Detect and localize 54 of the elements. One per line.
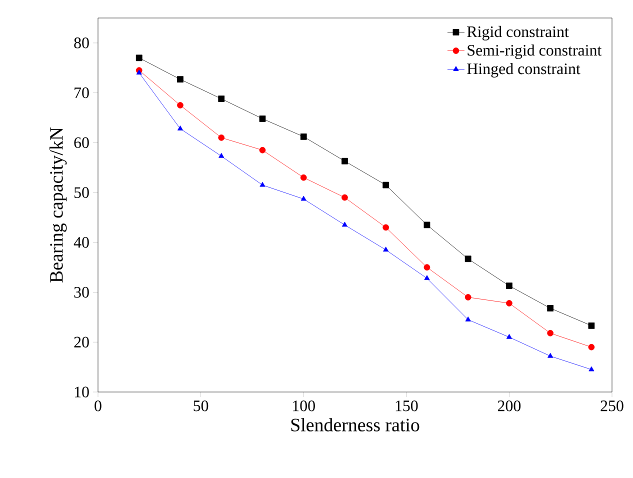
y-tick-label: 50: [74, 187, 89, 198]
point: [588, 366, 594, 372]
y-axis-title: Bearing capacity/kN: [50, 127, 67, 283]
point: [177, 102, 184, 108]
point: [464, 256, 472, 262]
point: [424, 264, 430, 271]
legend-label: Rigid constraint: [467, 26, 569, 40]
point: [424, 222, 430, 228]
point: [136, 70, 142, 75]
x-tick-label: 200: [498, 400, 521, 412]
legend-label: Semi-rigid constraint: [468, 44, 602, 59]
point: [506, 334, 512, 339]
x-tick-label: 50: [194, 400, 208, 412]
point: [177, 76, 184, 83]
point: [383, 246, 389, 252]
point: [218, 134, 225, 141]
point: [464, 294, 472, 300]
y-tick-label: 40: [74, 237, 89, 248]
x-tick-label: 150: [396, 400, 418, 412]
y-tick-label: 60: [74, 137, 89, 148]
y-tick-label: 10: [74, 386, 89, 398]
point: [382, 224, 390, 231]
point: [300, 196, 306, 201]
y-tick-label: 70: [74, 87, 89, 98]
point: [260, 182, 266, 187]
x-tick-label: 250: [600, 400, 624, 412]
point: [547, 330, 554, 336]
point: [342, 222, 348, 227]
point: [342, 158, 348, 164]
point: [424, 275, 430, 280]
x-tick-label: 0: [94, 400, 102, 412]
point: [382, 182, 390, 188]
point: [588, 322, 595, 329]
point: [465, 316, 471, 322]
point: [259, 146, 266, 154]
point: [218, 96, 225, 102]
point: [506, 300, 512, 306]
point: [300, 133, 307, 140]
point: [506, 282, 512, 289]
point: [218, 152, 224, 158]
point: [342, 194, 348, 201]
x-tick-label: 100: [293, 400, 315, 412]
point: [259, 116, 266, 122]
y-tick-label: 80: [74, 38, 89, 48]
y-tick-label: 20: [74, 336, 89, 348]
point: [300, 174, 307, 181]
point: [136, 54, 142, 62]
point: [588, 344, 595, 350]
legend-label: Hinged constraint: [467, 62, 580, 78]
point: [547, 305, 554, 312]
y-tick-label: 30: [74, 286, 89, 298]
x-axis-title: Slenderness ratio: [291, 418, 420, 432]
point: [177, 126, 184, 130]
point: [548, 352, 554, 358]
